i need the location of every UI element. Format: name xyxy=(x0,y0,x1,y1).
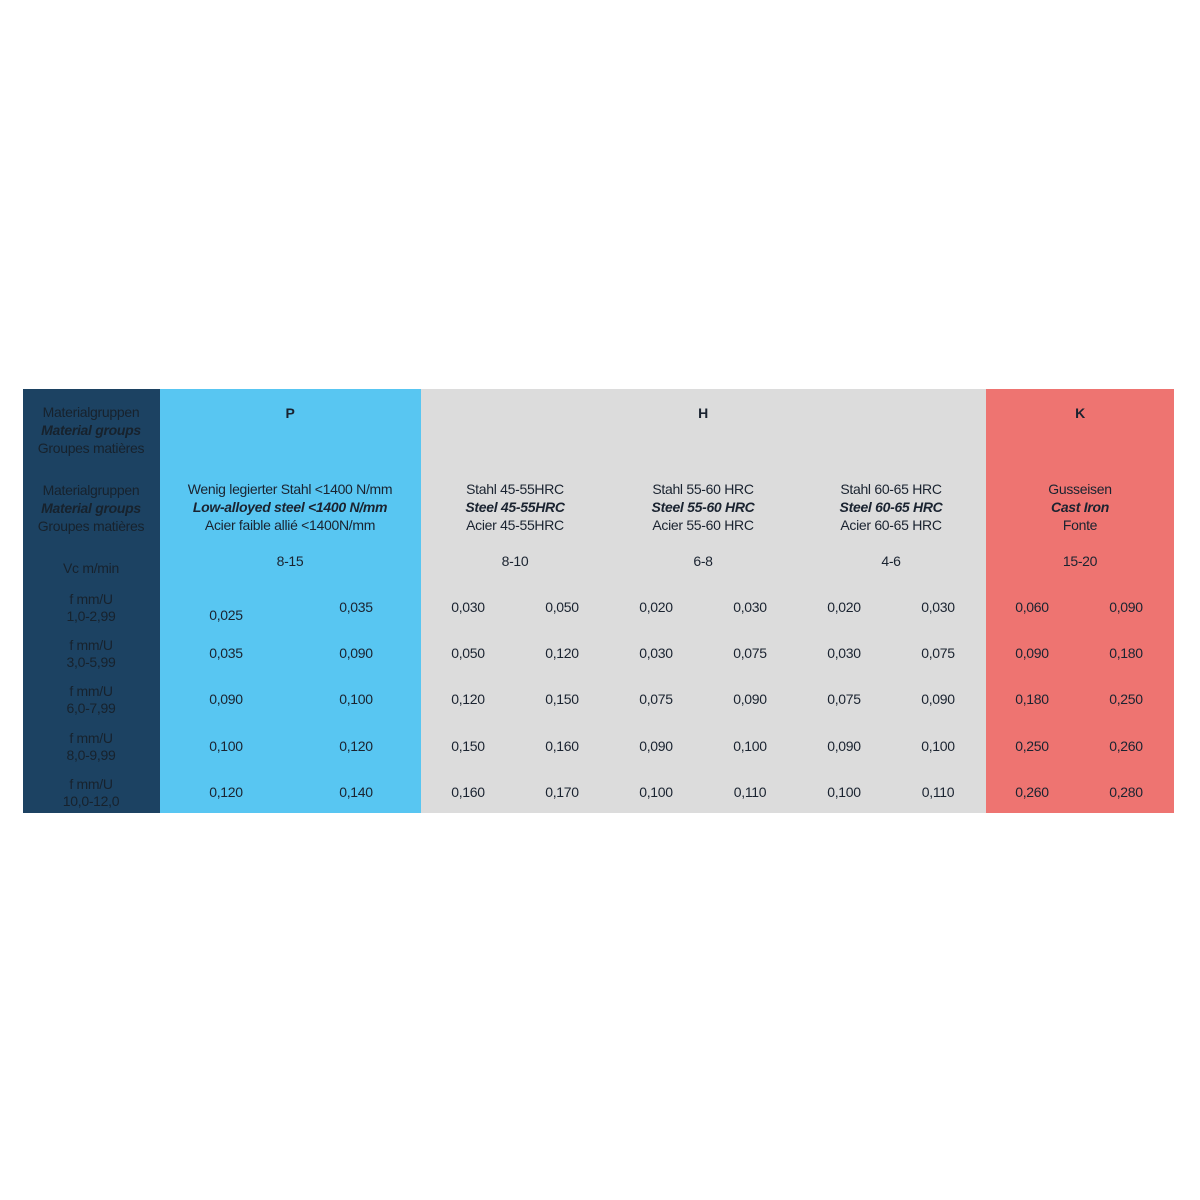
feed-unit-label: f mm/U xyxy=(69,730,113,746)
cutting-speed-value: 4-6 xyxy=(881,553,901,569)
feed-range-label: 8,0-9,99 xyxy=(66,747,116,763)
feed-value: 0,030 xyxy=(827,645,861,661)
vc-label: Vc m/min xyxy=(63,560,119,576)
material-groups-label: Materialgruppen xyxy=(42,482,140,498)
group-h-band xyxy=(421,389,986,813)
feed-value: 0,090 xyxy=(1109,599,1143,615)
material-name-de: Wenig legierter Stahl <1400 N/mm xyxy=(187,481,393,497)
feed-value: 0,090 xyxy=(733,691,767,707)
feed-value: 0,140 xyxy=(339,784,373,800)
feed-value: 0,090 xyxy=(827,738,861,754)
material-name-fr: Acier faible allié <1400N/mm xyxy=(204,517,376,533)
feed-value: 0,120 xyxy=(545,645,579,661)
feed-value: 0,035 xyxy=(339,599,373,615)
material-name-en: Low-alloyed steel <1400 N/mm xyxy=(192,499,388,515)
feed-value: 0,090 xyxy=(639,738,673,754)
feed-value: 0,030 xyxy=(921,599,955,615)
feed-value: 0,150 xyxy=(545,691,579,707)
feed-value: 0,020 xyxy=(639,599,673,615)
feed-value: 0,100 xyxy=(339,691,373,707)
feed-value: 0,260 xyxy=(1015,784,1049,800)
material-name-en: Steel 45-55HRC xyxy=(465,499,565,515)
feed-value: 0,170 xyxy=(545,784,579,800)
feed-value: 0,180 xyxy=(1015,691,1049,707)
feed-value: 0,025 xyxy=(209,607,243,623)
material-name-de: Gusseisen xyxy=(1048,481,1112,497)
material-name-en: Steel 55-60 HRC xyxy=(651,499,755,515)
material-groups-label: Groupes matières xyxy=(37,518,145,534)
material-name-fr: Fonte xyxy=(1062,517,1098,533)
feed-value: 0,090 xyxy=(1015,645,1049,661)
feed-value: 0,100 xyxy=(639,784,673,800)
material-groups-label: Materialgruppen xyxy=(42,404,140,420)
group-code-k: K xyxy=(1075,405,1085,421)
feed-value: 0,150 xyxy=(451,738,485,754)
material-groups-label: Material groups xyxy=(41,422,141,438)
feed-value: 0,030 xyxy=(451,599,485,615)
material-name-fr: Acier 45-55HRC xyxy=(466,517,564,533)
feed-unit-label: f mm/U xyxy=(69,637,113,653)
material-name-de: Stahl 60-65 HRC xyxy=(840,481,942,497)
feed-value: 0,030 xyxy=(639,645,673,661)
material-groups-label: Material groups xyxy=(41,500,141,516)
feed-value: 0,110 xyxy=(921,784,955,800)
feed-value: 0,050 xyxy=(545,599,579,615)
feed-value: 0,250 xyxy=(1109,691,1143,707)
feed-unit-label: f mm/U xyxy=(69,776,113,792)
feed-unit-label: f mm/U xyxy=(69,591,113,607)
feed-value: 0,100 xyxy=(209,738,243,754)
material-name-fr: Acier 60-65 HRC xyxy=(840,517,942,533)
material-name-en: Cast Iron xyxy=(1051,499,1109,515)
feed-value: 0,075 xyxy=(921,645,955,661)
feed-range-label: 3,0-5,99 xyxy=(66,654,116,670)
feed-value: 0,120 xyxy=(209,784,243,800)
feed-value: 0,090 xyxy=(209,691,243,707)
group-code-h: H xyxy=(698,405,708,421)
cutting-speed-value: 8-10 xyxy=(501,553,529,569)
group-p-band xyxy=(160,389,421,813)
feed-range-label: 6,0-7,99 xyxy=(66,700,116,716)
feed-value: 0,120 xyxy=(339,738,373,754)
material-name-en: Steel 60-65 HRC xyxy=(839,499,943,515)
feed-unit-label: f mm/U xyxy=(69,683,113,699)
group-k-band xyxy=(986,389,1174,813)
feed-value: 0,050 xyxy=(451,645,485,661)
cutting-speed-value: 8-15 xyxy=(276,553,304,569)
feed-range-label: 10,0-12,0 xyxy=(62,793,120,809)
feed-value: 0,160 xyxy=(545,738,579,754)
label-column xyxy=(23,389,160,813)
feed-value: 0,035 xyxy=(209,645,243,661)
feed-value: 0,280 xyxy=(1109,784,1143,800)
feed-value: 0,110 xyxy=(733,784,767,800)
feed-value: 0,075 xyxy=(639,691,673,707)
feed-value: 0,060 xyxy=(1015,599,1049,615)
feed-value: 0,090 xyxy=(921,691,955,707)
feed-value: 0,030 xyxy=(733,599,767,615)
feed-value: 0,075 xyxy=(827,691,861,707)
feed-value: 0,075 xyxy=(733,645,767,661)
cutting-speed-value: 6-8 xyxy=(693,553,713,569)
material-groups-label: Groupes matières xyxy=(37,440,145,456)
material-name-fr: Acier 55-60 HRC xyxy=(652,517,754,533)
material-name-de: Stahl 55-60 HRC xyxy=(652,481,754,497)
cutting-speed-value: 15-20 xyxy=(1062,553,1098,569)
feed-value: 0,160 xyxy=(451,784,485,800)
feed-value: 0,100 xyxy=(827,784,861,800)
feed-value: 0,120 xyxy=(451,691,485,707)
feed-value: 0,020 xyxy=(827,599,861,615)
feed-value: 0,180 xyxy=(1109,645,1143,661)
material-name-de: Stahl 45-55HRC xyxy=(466,481,564,497)
group-code-p: P xyxy=(285,405,295,421)
feed-value: 0,090 xyxy=(339,645,373,661)
feed-value: 0,260 xyxy=(1109,738,1143,754)
feed-value: 0,100 xyxy=(921,738,955,754)
feed-value: 0,250 xyxy=(1015,738,1049,754)
feed-value: 0,100 xyxy=(733,738,767,754)
feed-range-label: 1,0-2,99 xyxy=(66,608,116,624)
